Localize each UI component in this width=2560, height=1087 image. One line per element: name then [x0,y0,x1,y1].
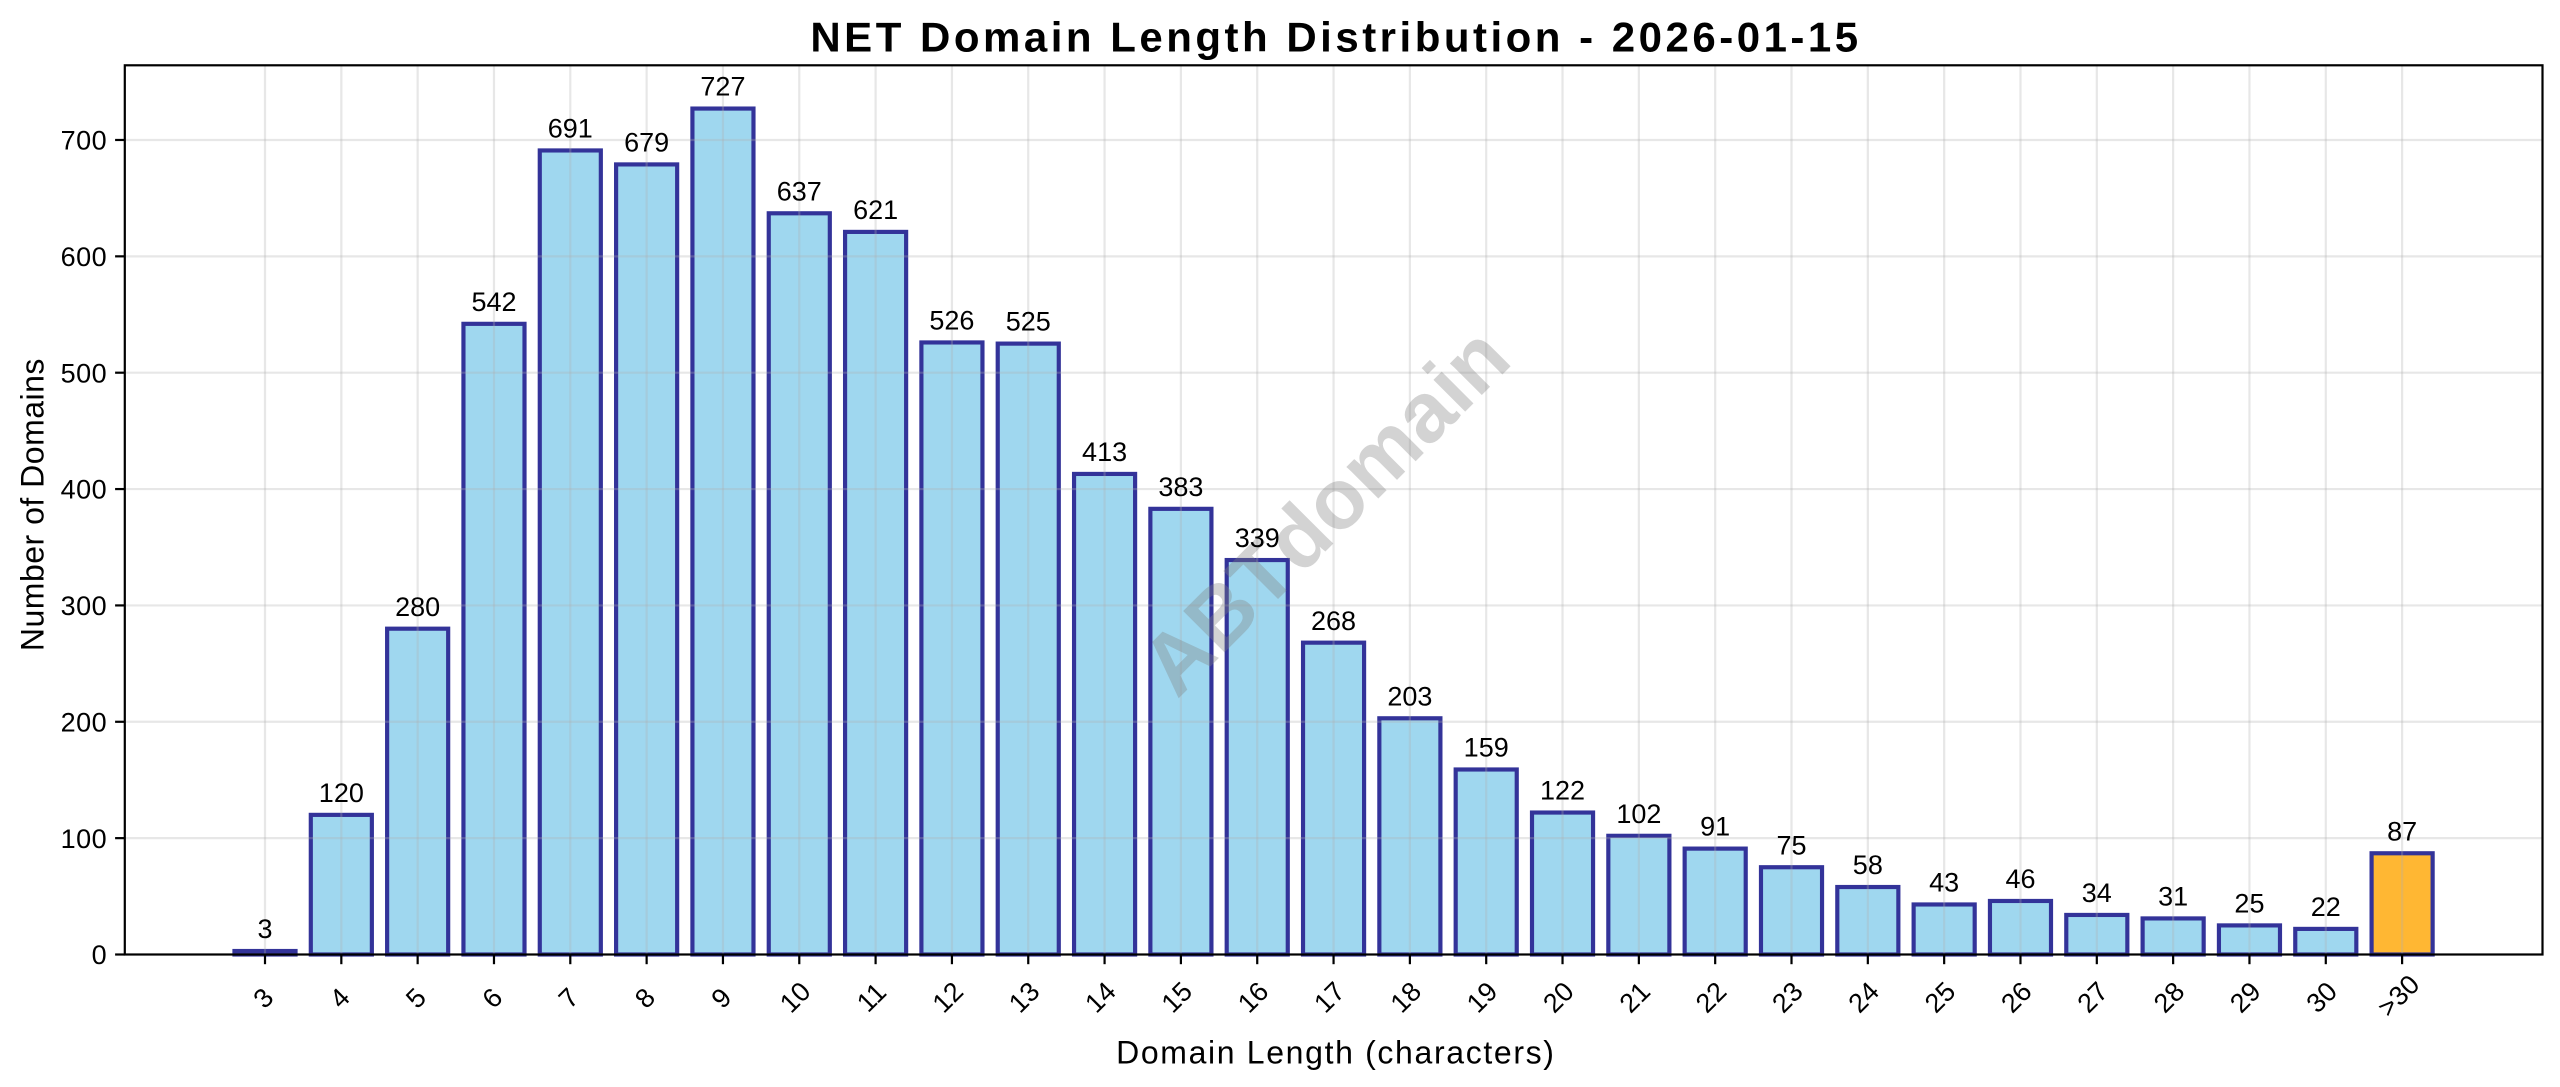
svg-text:400: 400 [61,475,108,505]
svg-text:31: 31 [2158,882,2188,912]
svg-text:339: 339 [1235,523,1280,553]
svg-text:691: 691 [548,114,593,144]
svg-text:600: 600 [61,242,108,272]
svg-text:621: 621 [853,195,898,225]
svg-text:200: 200 [61,707,108,737]
svg-text:87: 87 [2387,816,2417,846]
svg-text:500: 500 [61,358,108,388]
svg-text:100: 100 [61,824,108,854]
svg-text:637: 637 [777,176,822,206]
svg-text:22: 22 [2311,892,2341,922]
svg-text:122: 122 [1540,776,1585,806]
svg-text:542: 542 [471,287,516,317]
svg-text:300: 300 [61,591,108,621]
svg-text:120: 120 [319,778,364,808]
svg-text:58: 58 [1853,850,1883,880]
svg-text:280: 280 [395,592,440,622]
svg-text:525: 525 [1006,307,1051,337]
svg-text:46: 46 [2005,864,2035,894]
svg-text:75: 75 [1776,830,1806,860]
svg-text:102: 102 [1616,799,1661,829]
svg-text:679: 679 [624,128,669,158]
svg-text:91: 91 [1700,812,1730,842]
svg-text:413: 413 [1082,437,1127,467]
svg-text:203: 203 [1387,681,1432,711]
svg-text:159: 159 [1464,733,1509,763]
svg-text:3: 3 [257,914,272,944]
svg-text:Domain Length (characters): Domain Length (characters) [1116,1034,1556,1070]
svg-text:383: 383 [1158,472,1203,502]
svg-text:268: 268 [1311,606,1356,636]
svg-text:43: 43 [1929,868,1959,898]
svg-text:700: 700 [61,126,108,156]
svg-text:Number of Domains: Number of Domains [15,358,51,651]
svg-text:34: 34 [2082,878,2112,908]
svg-text:727: 727 [700,72,745,102]
svg-text:25: 25 [2234,889,2264,919]
svg-text:NET Domain Length Distribution: NET Domain Length Distribution - 2026-01… [810,13,1861,60]
svg-text:526: 526 [929,306,974,336]
svg-text:0: 0 [92,940,108,970]
